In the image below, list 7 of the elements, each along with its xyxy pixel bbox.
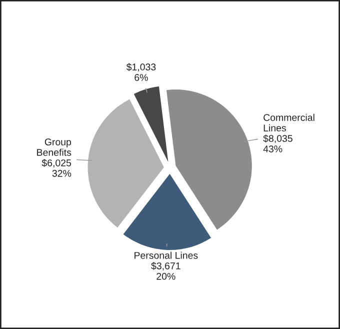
slice-label: Commercial Lines <box>264 114 314 132</box>
data-label: $1,033 6% <box>126 63 156 81</box>
data-label: $3,671 20% <box>151 262 180 280</box>
data-label: $6,025 32% <box>42 159 72 177</box>
slice-label: Personal Lines <box>134 252 198 259</box>
slice-label: Group Benefits <box>37 138 72 156</box>
data-label: $8,035 43% <box>263 134 292 152</box>
